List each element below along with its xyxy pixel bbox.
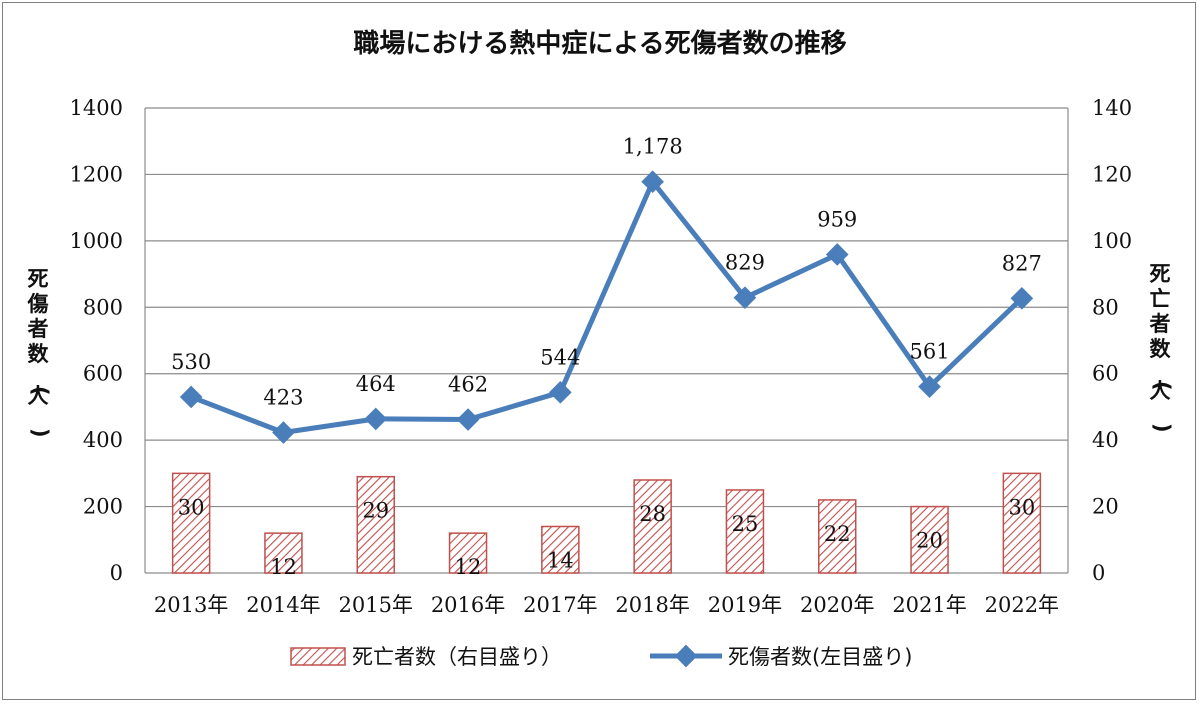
- line-value-label: 423: [263, 386, 303, 410]
- bar-series: 30 12 29 12 14 28 25 22 20 30: [171, 472, 1042, 579]
- left-tick-label: 800: [83, 295, 123, 319]
- right-tick-label: 20: [1092, 495, 1119, 519]
- bar: [264, 532, 303, 574]
- x-tick-label: 2014年: [246, 593, 320, 617]
- line-point: [179, 385, 203, 409]
- bar: [1002, 472, 1042, 574]
- x-tick-label: 2020年: [800, 593, 874, 617]
- right-tick-label: 80: [1092, 295, 1119, 319]
- legend-line-label: 死傷者数(左目盛り): [728, 645, 912, 669]
- line-series: 530 423 464 462 544 1,178 829 959 561 827: [171, 135, 1042, 444]
- x-tick-label: 2018年: [615, 593, 689, 617]
- bar-value-label: 30: [1008, 495, 1035, 519]
- bar-value-label: 22: [824, 522, 851, 546]
- bar: [541, 525, 580, 574]
- bar-value-label: 29: [362, 499, 389, 523]
- left-axis-title: 死傷者数(人): [27, 267, 53, 438]
- x-tick-label: 2013年: [154, 593, 228, 617]
- right-tick-label: 40: [1092, 428, 1119, 452]
- right-axis-ticks: 0 20 40 60 80 100 120 140: [1092, 96, 1132, 585]
- line-point: [456, 408, 480, 431]
- bar-value-label: 20: [916, 529, 943, 553]
- bar: [633, 479, 672, 574]
- bar: [171, 472, 211, 574]
- line-point: [364, 407, 388, 431]
- right-tick-label: 60: [1092, 362, 1119, 386]
- line-point: [918, 375, 941, 398]
- x-axis-ticks: 2013年 2014年 2015年 2016年 2017年 2018年 2019年 2020年…: [154, 593, 1059, 617]
- bar-value-label: 25: [732, 512, 759, 536]
- bar-value-label: 28: [639, 502, 666, 526]
- bar-value-label: 30: [178, 495, 205, 519]
- line-value-label: 544: [540, 345, 580, 369]
- bar: [448, 532, 488, 574]
- left-tick-label: 200: [83, 495, 123, 519]
- left-tick-label: 0: [110, 561, 123, 585]
- left-tick-label: 600: [83, 362, 123, 386]
- left-axis-ticks: 0 200 400 600 800 1000 1200 1400: [70, 96, 123, 585]
- x-tick-label: 2017年: [523, 593, 597, 617]
- right-tick-label: 120: [1092, 162, 1132, 186]
- legend: 死亡者数（右目盛り） 死傷者数(左目盛り): [290, 644, 912, 669]
- right-tick-label: 0: [1092, 561, 1105, 585]
- line-point: [1010, 287, 1034, 310]
- left-tick-label: 1000: [70, 229, 123, 253]
- bar: [818, 499, 857, 574]
- x-tick-label: 2022年: [985, 593, 1059, 617]
- bar: [356, 475, 395, 574]
- legend-marker-icon: [674, 644, 698, 668]
- line-value-label: 827: [1002, 251, 1042, 275]
- line-value-label: 462: [448, 373, 488, 397]
- legend-bar-label: 死亡者数（右目盛り）: [352, 645, 562, 669]
- bar-value-label: 12: [270, 555, 297, 579]
- left-tick-label: 400: [83, 428, 123, 452]
- line-value-label: 959: [817, 207, 857, 231]
- line-point: [733, 286, 757, 309]
- bar: [910, 505, 949, 574]
- right-tick-label: 140: [1092, 96, 1132, 120]
- line-point: [272, 421, 295, 444]
- x-tick-label: 2016年: [431, 593, 505, 617]
- x-tick-label: 2015年: [339, 593, 413, 617]
- legend-bar-swatch: [290, 647, 346, 666]
- right-tick-label: 100: [1092, 229, 1132, 253]
- line-value-label: 1,178: [623, 135, 683, 159]
- line-value-label: 561: [910, 340, 950, 364]
- series-line: [190, 179, 1024, 436]
- line-value-label: 464: [356, 372, 396, 396]
- left-tick-label: 1400: [70, 96, 123, 120]
- line-value-label: 530: [171, 350, 211, 374]
- bar-value-label: 14: [547, 549, 574, 573]
- bar: [725, 489, 765, 574]
- left-tick-label: 1200: [70, 162, 123, 186]
- chart-title: 職場における熱中症による死傷者数の推移: [353, 28, 846, 59]
- line-point: [549, 381, 572, 404]
- line-value-label: 829: [725, 251, 765, 275]
- right-axis-title: 死亡者数(人): [1150, 262, 1175, 433]
- x-tick-label: 2019年: [708, 593, 782, 617]
- x-tick-label: 2021年: [892, 593, 966, 617]
- bar-value-label: 12: [455, 555, 482, 579]
